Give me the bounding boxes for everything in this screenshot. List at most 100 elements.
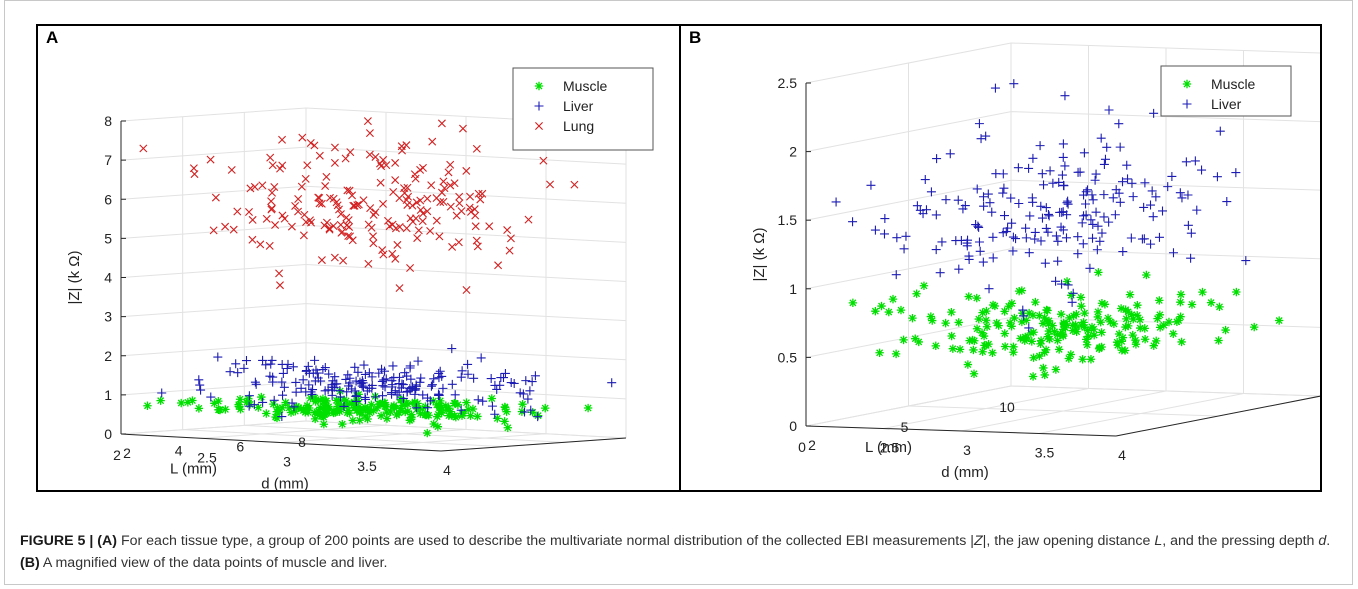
z-tick-label: 4	[104, 270, 112, 286]
data-point-lung	[325, 225, 334, 234]
data-point-muscle	[301, 406, 311, 415]
data-point-muscle	[919, 281, 929, 290]
data-point-muscle	[1053, 330, 1062, 339]
data-point-muscle	[914, 337, 923, 347]
grid-line	[120, 224, 627, 243]
grid-line	[1038, 393, 1244, 434]
caption-part-a-text-2: |, the jaw opening distance	[982, 533, 1155, 549]
data-point-muscle	[1103, 313, 1113, 323]
grid-line	[200, 424, 387, 439]
data-point-liver	[339, 401, 349, 411]
data-point-muscle	[502, 407, 511, 416]
data-point-muscle	[389, 402, 398, 411]
data-point-lung	[446, 160, 455, 169]
z-tick-label: 7	[104, 152, 112, 168]
data-point-muscle	[1076, 293, 1086, 302]
data-point-muscle	[518, 399, 527, 409]
data-point-lung	[455, 192, 464, 201]
data-point-lung	[408, 201, 417, 210]
axes: 0 1 2 3 4 5 6 7 8 2 4 6 8 2 2.5 3 3.5 4 |Z| (k Ω) L (mm) d (…	[66, 113, 627, 491]
data-point-lung	[336, 210, 345, 219]
data-point-liver	[1079, 148, 1089, 158]
d-tick-label: 2.5	[197, 449, 217, 465]
data-point-muscle	[1031, 297, 1040, 307]
data-point-liver	[1073, 167, 1083, 177]
data-point-muscle	[221, 405, 230, 414]
data-point-muscle	[337, 403, 346, 412]
data-point-lung	[416, 165, 425, 174]
data-point-liver	[392, 390, 402, 400]
data-point-muscle	[1040, 313, 1049, 323]
data-point-muscle	[896, 305, 906, 315]
data-point-liver	[1115, 142, 1125, 152]
data-point-muscle	[194, 404, 204, 413]
data-point-liver	[880, 214, 890, 224]
data-point-liver	[1078, 239, 1088, 249]
data-point-liver	[423, 403, 433, 413]
data-point-lung	[365, 129, 374, 138]
data-point-muscle	[310, 408, 320, 417]
data-point-liver	[1036, 201, 1046, 211]
data-point-lung	[287, 222, 296, 231]
data-point-lung	[246, 184, 255, 193]
data-point-liver	[1037, 169, 1047, 179]
data-point-lung	[268, 161, 277, 170]
data-point-liver	[1086, 215, 1096, 225]
d-axis-label: d (mm)	[261, 476, 309, 491]
data-point-lung	[465, 203, 474, 212]
data-point-liver	[1006, 193, 1016, 203]
data-point-muscle	[1059, 319, 1069, 329]
data-point-muscle	[1072, 310, 1081, 319]
data-point-muscle	[941, 318, 950, 328]
data-point-liver	[266, 359, 276, 369]
data-point-lung	[256, 240, 265, 249]
figure-panels: A 0 1 2 3 4 5 6 7 8 2 4 6 8 2 2.5 3 3.5 4 |Z| (k Ω) L (mm) d…	[36, 24, 1322, 492]
data-point-muscle	[1198, 287, 1207, 297]
data-point-muscle	[1014, 286, 1024, 296]
data-point-muscle	[286, 408, 296, 417]
data-point-muscle	[1159, 321, 1169, 330]
data-point-muscle	[376, 411, 386, 421]
data-point-muscle	[1065, 313, 1074, 323]
data-point-liver	[1110, 210, 1120, 220]
data-point-muscle	[1035, 311, 1044, 320]
data-point-muscle	[1077, 301, 1086, 311]
data-point-liver	[1177, 193, 1187, 203]
data-point-liver	[866, 180, 876, 190]
data-point-liver	[360, 392, 370, 402]
l-tick-label: 6	[236, 438, 244, 454]
data-point-muscle	[215, 405, 225, 415]
data-point-liver	[1062, 210, 1072, 220]
data-point-liver	[1151, 192, 1161, 202]
data-point-lung	[330, 253, 339, 262]
data-point-liver	[434, 373, 444, 383]
data-point-liver	[1222, 197, 1232, 207]
data-point-liver	[901, 231, 911, 241]
data-point-muscle	[969, 345, 978, 355]
data-point-liver	[1122, 160, 1132, 170]
data-point-liver	[990, 83, 1000, 93]
data-point-liver	[891, 270, 901, 280]
data-point-muscle	[1048, 321, 1057, 330]
z-tick-label: 1.5	[778, 212, 798, 228]
data-point-liver	[279, 382, 289, 392]
data-point-muscle	[979, 331, 989, 341]
data-point-muscle	[1035, 351, 1044, 361]
data-point-liver	[438, 383, 448, 393]
data-point-liver	[1081, 199, 1091, 209]
data-point-liver	[398, 393, 408, 403]
data-point-muscle	[277, 403, 287, 412]
data-point-lung	[299, 231, 308, 240]
data-point-lung	[346, 232, 355, 241]
data-point-liver	[973, 221, 983, 231]
legend-marker-muscle	[534, 81, 544, 91]
data-point-lung	[369, 210, 378, 219]
data-point-muscle	[1122, 314, 1131, 324]
data-point-muscle	[1029, 353, 1038, 362]
data-point-lung	[462, 166, 471, 175]
data-point-liver	[953, 195, 963, 205]
data-point-muscle	[446, 407, 455, 416]
data-point-lung	[402, 224, 411, 233]
data-point-lung	[377, 162, 386, 171]
data-point-muscle	[1084, 332, 1093, 341]
